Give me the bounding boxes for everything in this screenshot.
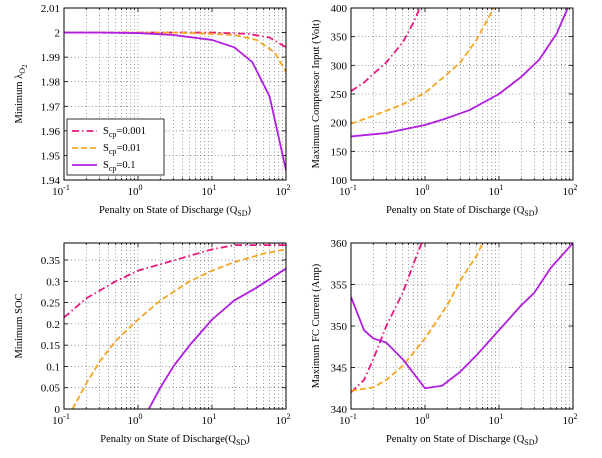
y-tick-label: 0.35: [41, 255, 61, 267]
y-tick-label: 350: [331, 32, 348, 44]
y-tick-label: 345: [331, 363, 348, 375]
plot-frame: [63, 242, 287, 410]
y-tick-label: 1.94: [41, 175, 61, 187]
x-tick-label: 100: [415, 183, 430, 198]
chart-tr: 10-1 100 101 102100150200250300350400Penalt…: [311, 3, 578, 218]
x-axis-label: Penalty on State of Discharge (QSD): [386, 434, 539, 447]
y-axis-label: Minimum SOC: [14, 293, 25, 358]
x-tick-label: 10-1: [339, 183, 357, 198]
y-tick-label: 0.2: [46, 319, 60, 331]
x-tick-label: 10-1: [339, 412, 357, 427]
x-tick-label: 10-1: [52, 412, 70, 427]
y-tick-label: 350: [331, 321, 348, 333]
legend-label: Scp=0.001: [103, 126, 146, 139]
grid: [351, 8, 573, 180]
y-tick-label: 250: [331, 89, 348, 101]
legend: Scp=0.001 Scp=0.01 Scp=0.1: [66, 118, 165, 176]
y-tick-label: 0.25: [41, 298, 61, 310]
series-line-s-0001: [351, 243, 423, 394]
y-tick-label: 100: [331, 175, 348, 187]
x-axis-label: Penalty on State of Discharge (QSD): [99, 205, 252, 218]
x-tick-label: 102: [563, 412, 578, 427]
x-tick-label: 100: [415, 412, 430, 427]
series-line-s-001: [71, 248, 286, 409]
plot-frame: [350, 7, 574, 181]
series-line-s-01: [351, 243, 573, 390]
y-tick-label: 0.05: [41, 383, 61, 395]
x-tick-label: 100: [128, 183, 143, 198]
x-tick-label: 101: [489, 183, 504, 198]
x-axis-label: Penalty on State of Discharge(QSD): [100, 434, 250, 447]
x-tick-label: 101: [202, 412, 217, 427]
y-tick-label: 1.95: [41, 150, 61, 162]
y-tick-label: 2: [55, 28, 61, 40]
plot-frame: [350, 242, 574, 410]
series-line-s-001: [351, 8, 495, 125]
y-tick-label: 300: [331, 60, 348, 72]
x-tick-label: 100: [128, 412, 143, 427]
y-tick-label: 360: [331, 238, 348, 250]
x-axis-label: Penalty on State of Discharge (QSD): [386, 205, 539, 218]
x-tick-label: 102: [276, 412, 291, 427]
series-line-s-0001: [351, 8, 421, 92]
y-tick-label: 0.3: [46, 276, 60, 288]
x-tick-label: 102: [563, 183, 578, 198]
series-line-s-01: [148, 267, 286, 409]
y-tick-label: 400: [331, 3, 348, 15]
y-tick-label: 200: [331, 118, 348, 130]
y-tick-label: 340: [331, 404, 348, 416]
series-line-s-0001: [64, 244, 286, 319]
y-tick-label: 0.1: [46, 361, 60, 373]
y-tick-label: 0: [55, 404, 61, 416]
legend-label: Scp=0.01: [103, 143, 141, 156]
plot-frame: [63, 7, 287, 181]
y-tick-label: 1.96: [41, 126, 61, 138]
series-line-s-01: [64, 31, 286, 171]
y-tick-label: 2.01: [41, 3, 60, 15]
series-line-s-001: [351, 243, 484, 392]
x-tick-label: 101: [489, 412, 504, 427]
chart-tl: 10-1 100 101 102 1.94 1.95 1.96 1.97 1.98 1.99 2 2.…: [14, 3, 291, 218]
y-axis-label: Maximum FC Current (Amp): [311, 263, 322, 388]
y-tick-label: 0.15: [41, 340, 61, 352]
x-tick-label: 102: [276, 183, 291, 198]
y-tick-label: 1.97: [41, 101, 61, 113]
y-axis-label: Maximum Compressor Input (Volt): [311, 19, 322, 168]
x-tick-label: 10-1: [52, 183, 70, 198]
y-tick-label: 150: [331, 146, 348, 158]
series-line-s-01: [351, 8, 569, 138]
y-tick-label: 1.99: [41, 52, 61, 64]
x-tick-label: 101: [202, 183, 217, 198]
y-axis-label: Minimum λO2: [14, 64, 29, 124]
y-tick-label: 355: [331, 280, 348, 292]
legend-label: Scp=0.1: [103, 160, 135, 173]
y-tick-label: 1.98: [41, 77, 61, 89]
chart-bl: 10-1 100 101 102 0 0.05 0.1 0.15 0.2 0.25 0.3 0.35 P…: [14, 242, 291, 447]
chart-br: 10-1 100 101 102 340 345 350 355 360 Penalty on S…: [311, 238, 578, 447]
